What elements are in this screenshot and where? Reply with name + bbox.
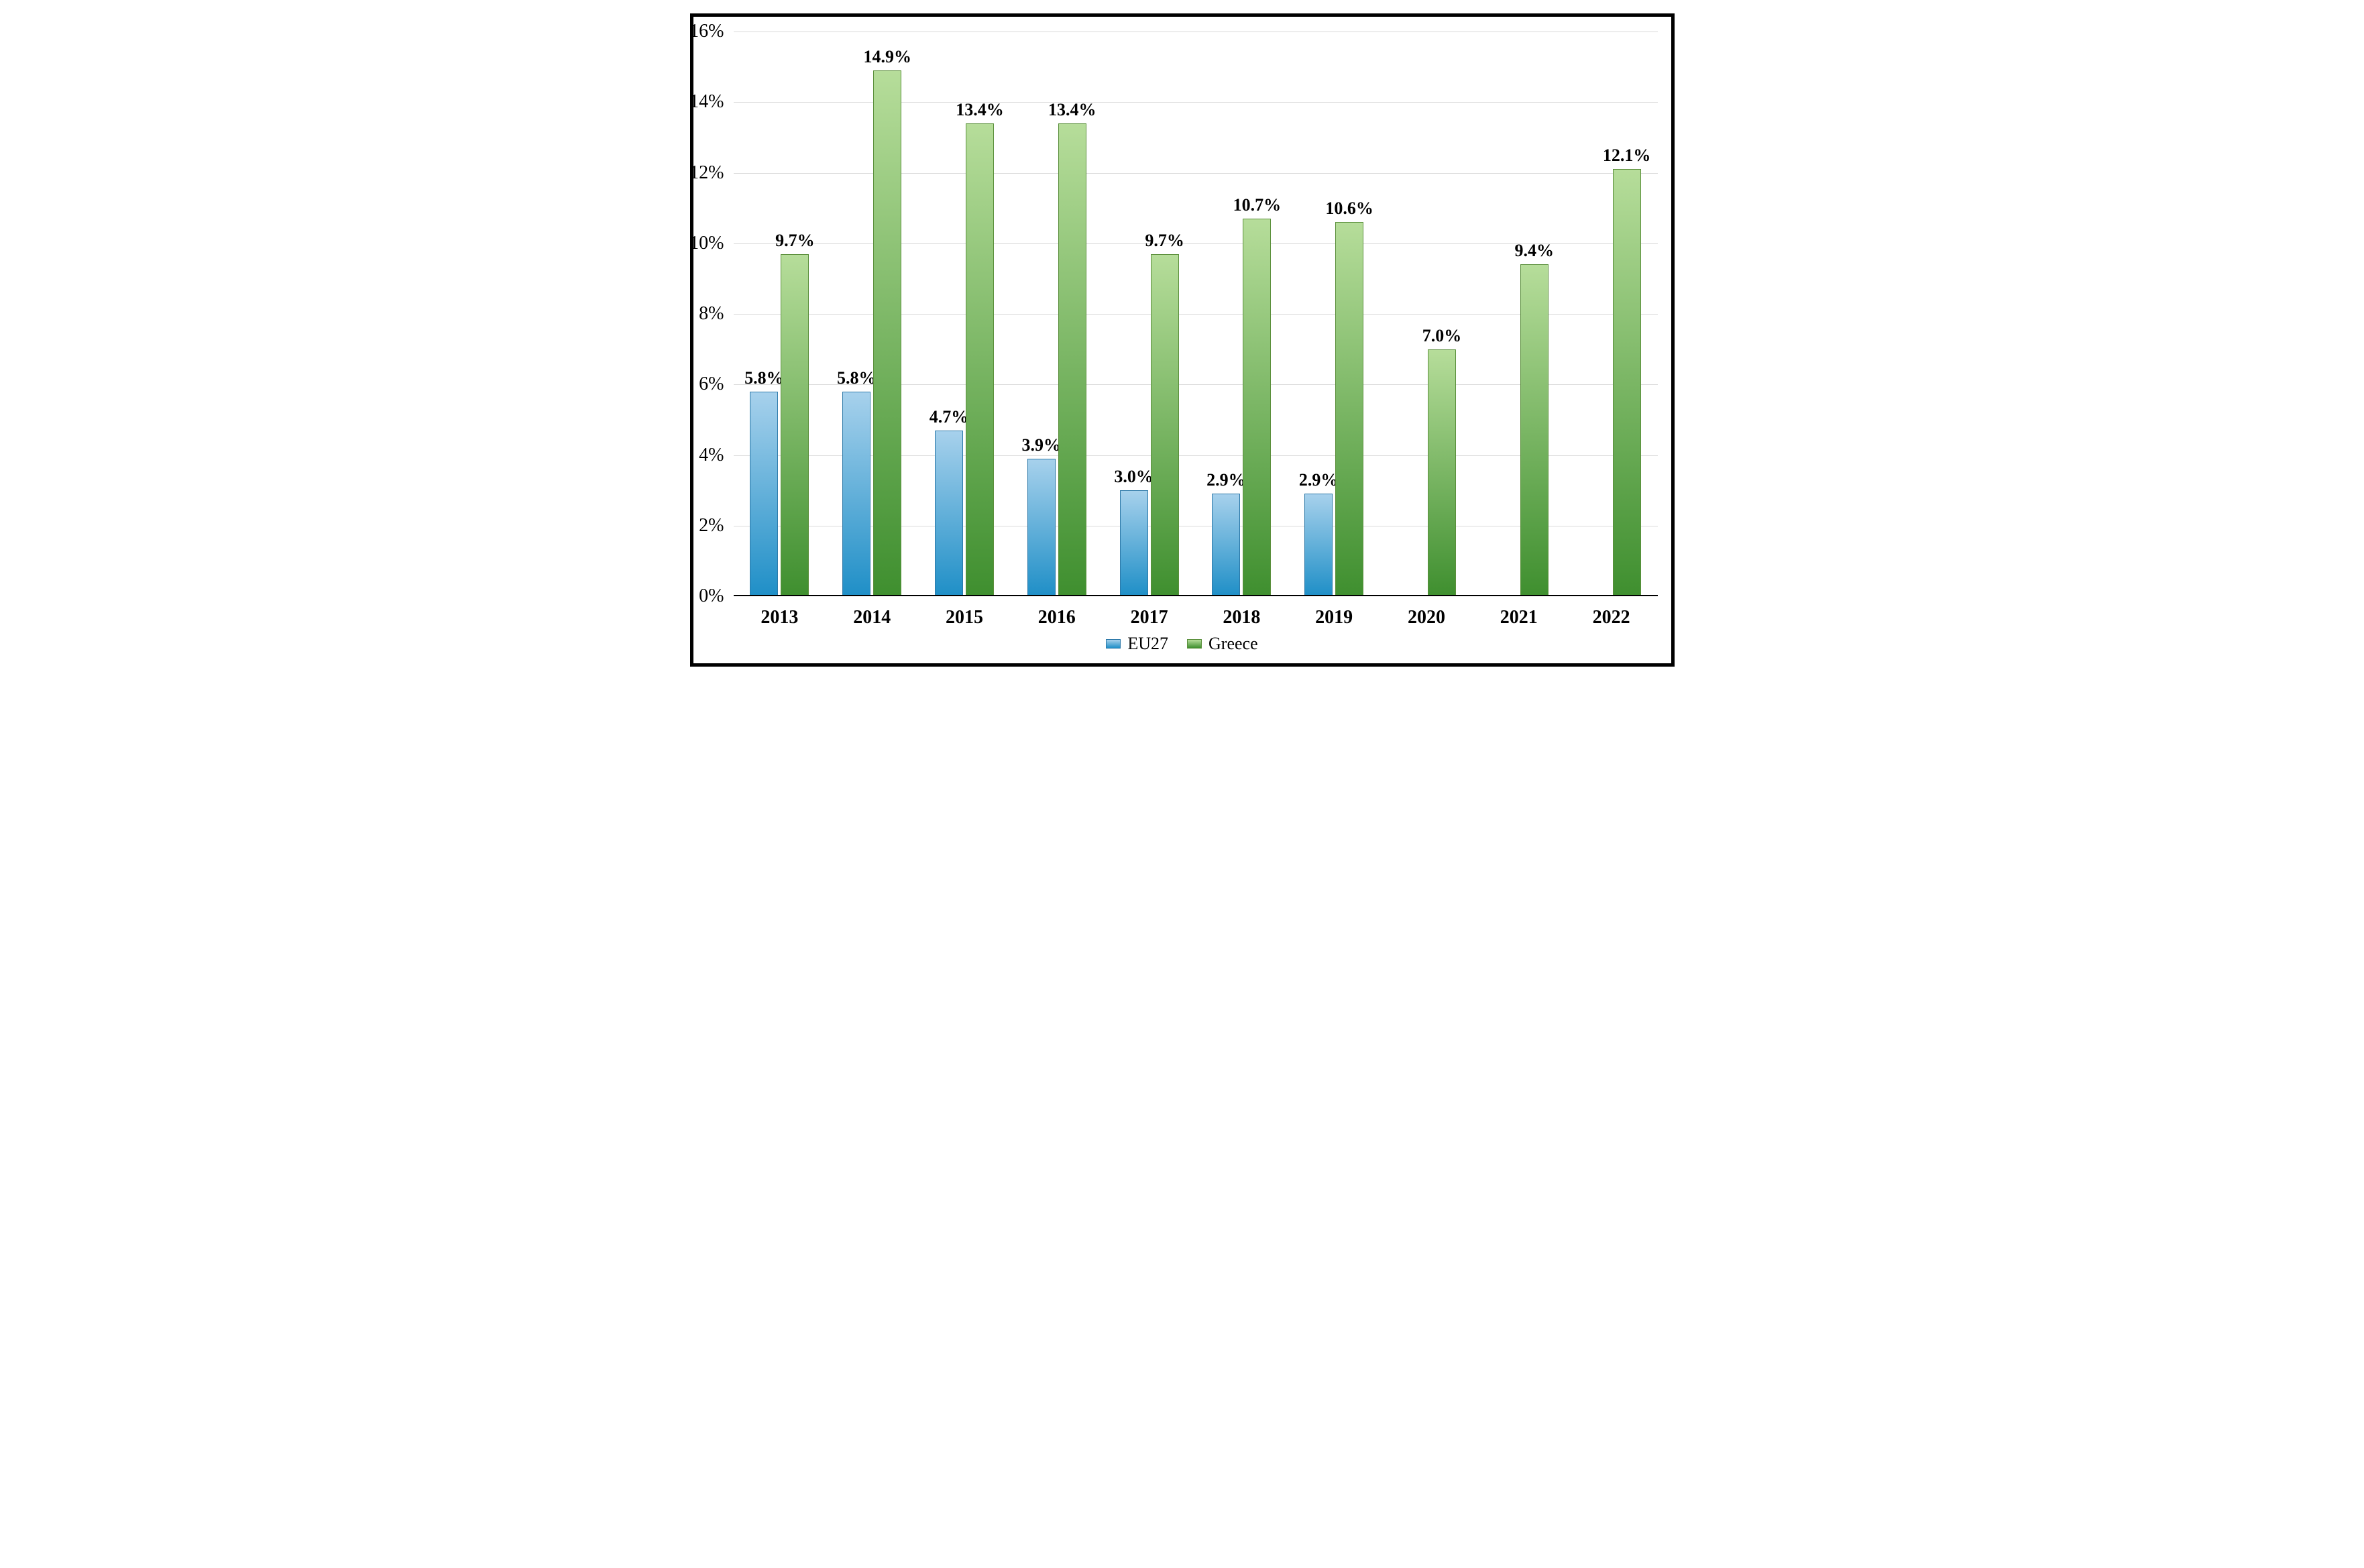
data-label: 4.7% bbox=[930, 407, 969, 431]
data-label: 9.7% bbox=[775, 231, 815, 255]
data-label: 14.9% bbox=[863, 47, 911, 71]
bar-group: 12.1% bbox=[1565, 32, 1658, 596]
bar-eu27: 3.0% bbox=[1120, 490, 1148, 596]
y-tick-label: 0% bbox=[699, 585, 733, 607]
bar-group: 3.9%13.4% bbox=[1011, 32, 1103, 596]
bar-group: 5.8%14.9% bbox=[826, 32, 918, 596]
bar-eu27: 3.9% bbox=[1027, 459, 1056, 596]
bar-eu27: 2.9% bbox=[1304, 494, 1333, 596]
bar-group: 9.4% bbox=[1473, 32, 1565, 596]
y-tick-label: 14% bbox=[689, 91, 733, 113]
bar-greece: 9.7% bbox=[781, 254, 809, 596]
legend-label: Greece bbox=[1208, 634, 1258, 654]
data-label: 3.0% bbox=[1114, 467, 1153, 491]
bar-eu27: 2.9% bbox=[1212, 494, 1240, 596]
plot-area: 5.8%9.7%5.8%14.9%4.7%13.4%3.9%13.4%3.0%9… bbox=[734, 32, 1658, 596]
bar-greece: 9.4% bbox=[1520, 264, 1549, 596]
x-tick-label: 2020 bbox=[1380, 607, 1473, 628]
x-tick-label: 2017 bbox=[1103, 607, 1196, 628]
legend-swatch-greece bbox=[1187, 639, 1202, 649]
data-label: 7.0% bbox=[1422, 326, 1462, 350]
x-tick-label: 2014 bbox=[826, 607, 918, 628]
bar-greece: 9.7% bbox=[1151, 254, 1179, 596]
data-label: 5.8% bbox=[837, 368, 877, 392]
legend-item: EU27 bbox=[1106, 634, 1168, 654]
bar-greece: 13.4% bbox=[1058, 123, 1086, 596]
data-label: 5.8% bbox=[744, 368, 784, 392]
x-tick-label: 2019 bbox=[1288, 607, 1380, 628]
x-axis-baseline bbox=[734, 595, 1658, 596]
data-label: 13.4% bbox=[1048, 100, 1096, 124]
data-label: 2.9% bbox=[1299, 470, 1339, 494]
bar-greece: 13.4% bbox=[966, 123, 994, 596]
legend-label: EU27 bbox=[1127, 634, 1168, 654]
y-tick-label: 2% bbox=[699, 515, 733, 537]
y-tick-label: 12% bbox=[689, 162, 733, 184]
data-label: 2.9% bbox=[1206, 470, 1246, 494]
bar-greece: 14.9% bbox=[873, 70, 901, 596]
legend-item: Greece bbox=[1187, 634, 1258, 654]
data-label: 9.7% bbox=[1145, 231, 1184, 255]
x-tick-label: 2013 bbox=[734, 607, 826, 628]
y-tick-label: 16% bbox=[689, 21, 733, 42]
bar-greece: 12.1% bbox=[1613, 169, 1641, 596]
chart-frame: 5.8%9.7%5.8%14.9%4.7%13.4%3.9%13.4%3.0%9… bbox=[690, 13, 1675, 667]
bar-greece: 10.7% bbox=[1243, 219, 1271, 596]
x-tick-label: 2021 bbox=[1473, 607, 1565, 628]
bar-greece: 10.6% bbox=[1335, 222, 1363, 596]
bar-group: 5.8%9.7% bbox=[734, 32, 826, 596]
bar-eu27: 4.7% bbox=[935, 431, 963, 596]
data-label: 10.6% bbox=[1325, 199, 1373, 223]
data-label: 9.4% bbox=[1515, 241, 1555, 265]
y-tick-label: 4% bbox=[699, 445, 733, 466]
data-label: 10.7% bbox=[1233, 195, 1282, 219]
x-tick-label: 2018 bbox=[1195, 607, 1288, 628]
bar-eu27: 5.8% bbox=[842, 392, 870, 596]
bar-group: 3.0%9.7% bbox=[1103, 32, 1196, 596]
bar-group: 7.0% bbox=[1380, 32, 1473, 596]
y-tick-label: 8% bbox=[699, 303, 733, 325]
bar-groups: 5.8%9.7%5.8%14.9%4.7%13.4%3.9%13.4%3.0%9… bbox=[734, 32, 1658, 596]
legend: EU27 Greece bbox=[693, 634, 1671, 654]
bar-greece: 7.0% bbox=[1428, 349, 1456, 596]
x-axis-labels: 2013201420152016201720182019202020212022 bbox=[734, 607, 1658, 628]
x-tick-label: 2022 bbox=[1565, 607, 1658, 628]
data-label: 13.4% bbox=[956, 100, 1004, 124]
bar-group: 4.7%13.4% bbox=[918, 32, 1011, 596]
y-tick-label: 10% bbox=[689, 233, 733, 254]
bar-group: 2.9%10.7% bbox=[1195, 32, 1288, 596]
y-tick-label: 6% bbox=[699, 374, 733, 395]
x-tick-label: 2015 bbox=[918, 607, 1011, 628]
data-label: 12.1% bbox=[1603, 146, 1651, 170]
bar-eu27: 5.8% bbox=[750, 392, 778, 596]
data-label: 3.9% bbox=[1022, 435, 1062, 459]
bar-group: 2.9%10.6% bbox=[1288, 32, 1380, 596]
x-tick-label: 2016 bbox=[1011, 607, 1103, 628]
legend-swatch-eu27 bbox=[1106, 639, 1121, 649]
